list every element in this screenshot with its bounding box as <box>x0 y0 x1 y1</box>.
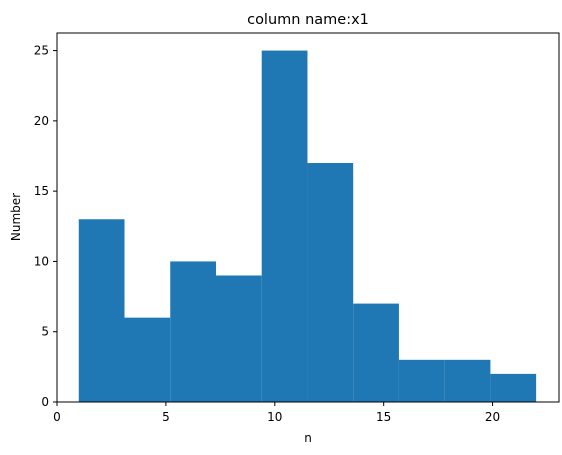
histogram-bar-6 <box>307 163 354 402</box>
y-tick-label: 0 <box>41 395 49 409</box>
histogram-bar-5 <box>261 50 308 402</box>
y-axis-ticks: 0 5 10 15 20 25 <box>34 44 57 409</box>
histogram-bar-10 <box>490 373 537 402</box>
x-axis-ticks: 0 5 10 15 20 <box>53 402 500 424</box>
y-tick-label: 25 <box>34 44 49 58</box>
histogram-bar-1 <box>78 219 125 402</box>
y-tick-label: 20 <box>34 114 49 128</box>
y-tick-label: 5 <box>41 325 49 339</box>
chart-title: column name:x1 <box>247 12 369 28</box>
bars-group <box>78 50 537 402</box>
histogram-bar-3 <box>170 261 216 402</box>
y-tick-label: 15 <box>34 184 49 198</box>
x-tick-label: 10 <box>267 410 282 424</box>
x-tick-label: 5 <box>162 410 170 424</box>
x-axis-label: n <box>304 431 312 445</box>
y-axis-label: Number <box>9 193 23 241</box>
histogram-bar-2 <box>124 317 171 402</box>
histogram-bar-8 <box>398 359 445 402</box>
x-tick-label: 15 <box>376 410 391 424</box>
x-tick-label: 0 <box>53 410 61 424</box>
plot-frame <box>56 32 560 403</box>
histogram-bar-9 <box>444 359 491 402</box>
histogram-bar-7 <box>353 303 399 402</box>
x-tick-label: 20 <box>485 410 500 424</box>
y-tick-label: 10 <box>34 254 49 268</box>
histogram-bar-4 <box>215 275 262 402</box>
